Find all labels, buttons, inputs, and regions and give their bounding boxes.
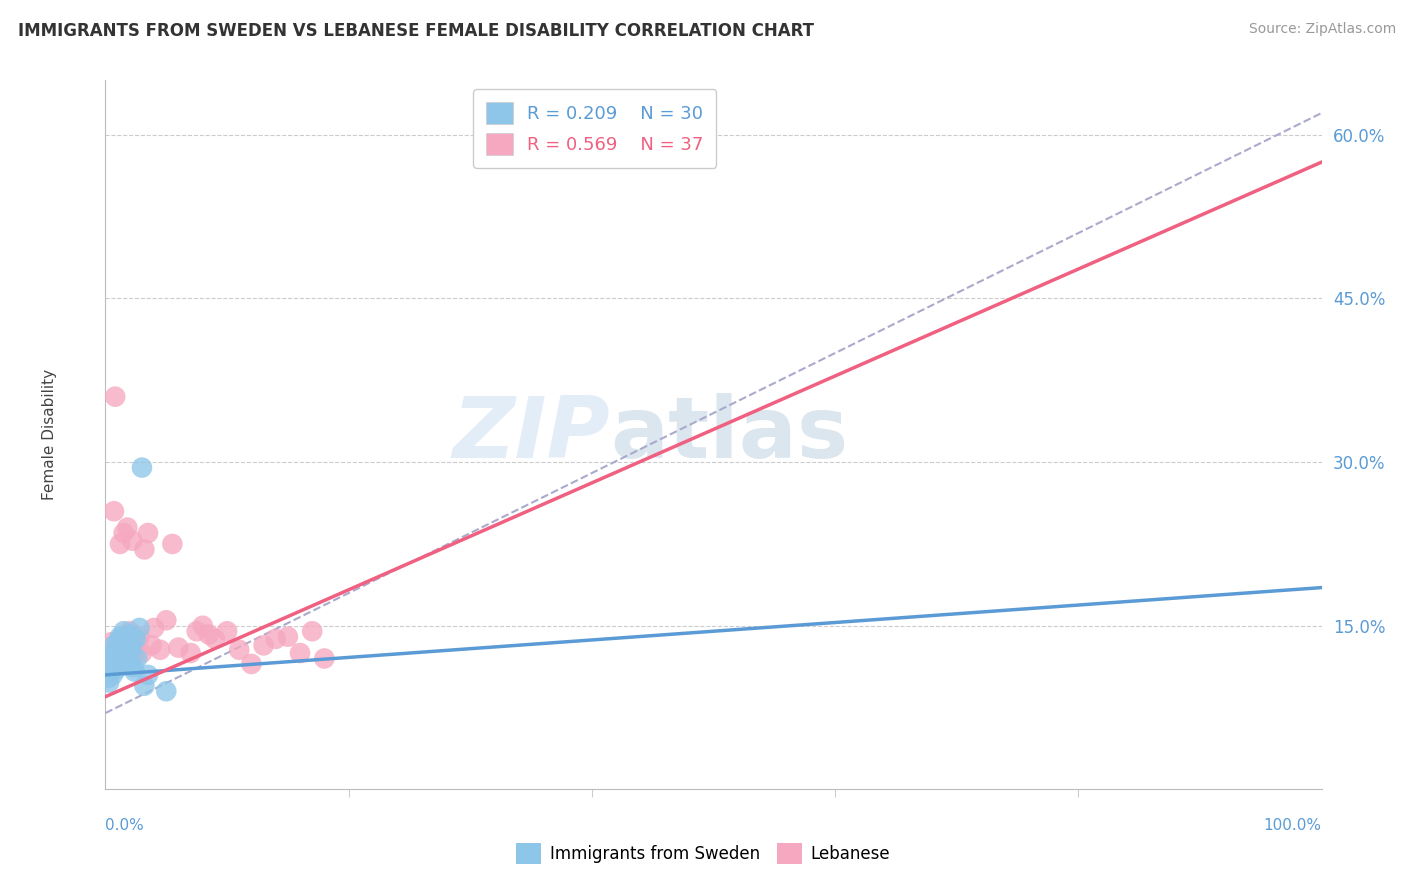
Point: [121, 635, 143, 649]
Point: [121, 533, 143, 548]
Point: [108, 630, 131, 644]
Point: [204, 632, 226, 646]
Point: [104, 390, 127, 404]
Point: [103, 639, 125, 653]
Point: [141, 639, 163, 653]
Point: [155, 613, 177, 627]
Point: [167, 640, 190, 655]
Point: [120, 642, 142, 657]
Point: [191, 619, 214, 633]
Point: [117, 520, 139, 534]
Text: 100.0%: 100.0%: [1264, 818, 1322, 833]
Point: [134, 542, 156, 557]
Point: [107, 640, 129, 655]
Point: [240, 657, 263, 671]
Point: [122, 646, 145, 660]
Point: [124, 665, 146, 679]
Point: [115, 640, 138, 655]
Point: [131, 460, 153, 475]
Point: [162, 537, 184, 551]
Point: [155, 684, 177, 698]
Point: [107, 635, 129, 649]
Text: atlas: atlas: [610, 393, 848, 476]
Point: [128, 621, 150, 635]
Point: [125, 632, 148, 646]
Text: ZIP: ZIP: [453, 393, 610, 476]
Y-axis label: Female Disability: Female Disability: [42, 369, 56, 500]
Point: [104, 642, 127, 657]
Point: [131, 646, 153, 660]
Point: [112, 624, 135, 639]
Legend: Immigrants from Sweden, Lebanese: Immigrants from Sweden, Lebanese: [510, 837, 896, 871]
Point: [186, 624, 208, 639]
Point: [112, 526, 135, 541]
Point: [143, 621, 166, 635]
Text: Source: ZipAtlas.com: Source: ZipAtlas.com: [1249, 22, 1396, 37]
Point: [134, 679, 156, 693]
Point: [110, 632, 132, 646]
Point: [252, 639, 274, 653]
Point: [288, 646, 311, 660]
Point: [110, 657, 132, 671]
Point: [100, 635, 122, 649]
Point: [128, 630, 150, 644]
Point: [98, 675, 121, 690]
Point: [301, 624, 323, 639]
Point: [108, 649, 131, 664]
Point: [228, 642, 250, 657]
Point: [117, 657, 139, 671]
Point: [101, 668, 124, 682]
Text: IMMIGRANTS FROM SWEDEN VS LEBANESE FEMALE DISABILITY CORRELATION CHART: IMMIGRANTS FROM SWEDEN VS LEBANESE FEMAL…: [18, 22, 814, 40]
Point: [100, 651, 122, 665]
Point: [198, 627, 221, 641]
Point: [149, 642, 172, 657]
Text: 0.0%: 0.0%: [105, 818, 145, 833]
Point: [97, 671, 120, 685]
Point: [217, 624, 239, 639]
Point: [314, 651, 336, 665]
Point: [136, 526, 159, 541]
Point: [125, 632, 148, 646]
Legend: R = 0.209    N = 30, R = 0.569    N = 37: R = 0.209 N = 30, R = 0.569 N = 37: [474, 89, 717, 168]
Point: [108, 537, 131, 551]
Point: [118, 627, 141, 641]
Point: [277, 630, 299, 644]
Point: [180, 646, 202, 660]
Point: [103, 504, 125, 518]
Point: [98, 657, 121, 671]
Point: [122, 660, 145, 674]
Point: [125, 651, 148, 665]
Point: [105, 662, 128, 676]
Point: [114, 654, 136, 668]
Point: [264, 632, 287, 646]
Point: [117, 648, 139, 663]
Point: [98, 651, 121, 665]
Point: [136, 668, 159, 682]
Point: [118, 624, 141, 639]
Point: [111, 646, 134, 660]
